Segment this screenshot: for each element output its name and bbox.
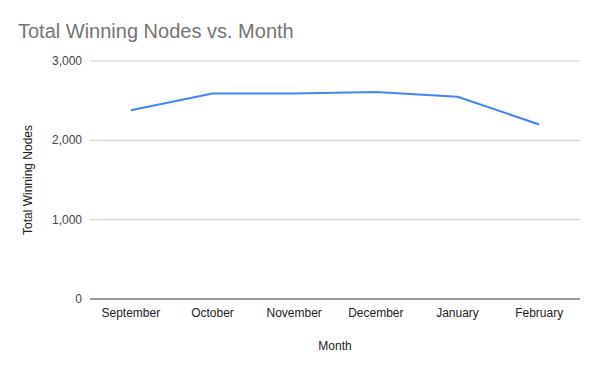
title: Total Winning Nodes vs. Month [18,20,294,42]
x-tick-label: December [348,306,403,320]
grid-line [90,140,580,141]
x-axis-title: Month [318,339,351,353]
grid-line [90,219,580,220]
chart-container: Total Winning Nodes vs. Month 0 1,000 2,000… [0,0,600,371]
x-tick-label: February [515,306,563,320]
y-tick-label: 1,000 [52,213,82,227]
x-tick-label: November [266,306,321,320]
chart-svg: Total Winning Nodes vs. Month 0 1,000 2,000… [0,0,600,371]
grid-line [90,61,580,62]
y-axis-title: Total Winning Nodes [21,125,35,235]
y-tick-label: 3,000 [52,54,82,68]
baseline [90,299,580,300]
background [0,0,600,371]
data-line [131,92,539,125]
y-tick-label: 0 [75,292,82,306]
x-tick-label: January [436,306,479,320]
x-tick-label: October [191,306,234,320]
x-tick-label: September [101,306,160,320]
plot-area [131,92,539,125]
y-tick-label: 2,000 [52,133,82,147]
